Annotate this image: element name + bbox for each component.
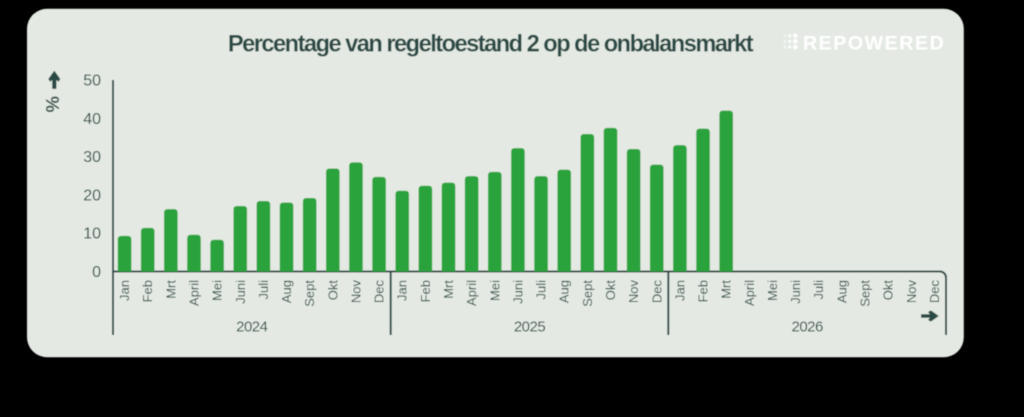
svg-text:Jan: Jan (395, 280, 410, 301)
svg-text:2026: 2026 (792, 319, 824, 336)
svg-text:Mei: Mei (210, 280, 225, 301)
svg-text:Juli: Juli (811, 280, 826, 300)
svg-text:April: April (464, 280, 479, 306)
svg-text:Dec: Dec (927, 280, 942, 304)
svg-text:April: April (742, 280, 757, 306)
svg-text:Dec: Dec (372, 280, 387, 304)
svg-text:2025: 2025 (514, 319, 546, 336)
svg-text:Mrt: Mrt (719, 280, 734, 299)
svg-text:Sept: Sept (580, 280, 595, 307)
svg-text:Okt: Okt (325, 280, 340, 301)
svg-text:Nov: Nov (904, 280, 919, 304)
svg-text:50: 50 (83, 73, 101, 90)
svg-text:Feb: Feb (140, 280, 155, 302)
svg-text:Juli: Juli (534, 280, 549, 300)
svg-text:Jan: Jan (672, 280, 687, 301)
svg-text:Nov: Nov (626, 280, 641, 304)
svg-text:Jan: Jan (117, 280, 132, 301)
svg-text:40: 40 (83, 111, 101, 128)
svg-text:Aug: Aug (557, 280, 572, 303)
svg-text:Juni: Juni (788, 280, 803, 304)
svg-text:Juni: Juni (233, 280, 248, 304)
svg-text:REPOWERED: REPOWERED (803, 32, 945, 54)
svg-text:Okt: Okt (881, 280, 896, 301)
svg-text:0: 0 (92, 264, 101, 281)
svg-text:Percentage van regeltoestand 2: Percentage van regeltoestand 2 op de onb… (228, 32, 754, 58)
svg-text:Juli: Juli (256, 280, 271, 300)
svg-text:Feb: Feb (418, 280, 433, 302)
svg-text:Aug: Aug (279, 280, 294, 303)
svg-text:10: 10 (83, 226, 101, 243)
svg-text:Mrt: Mrt (441, 280, 456, 299)
svg-text:April: April (187, 280, 202, 306)
svg-text:20: 20 (83, 187, 101, 204)
svg-text:Mei: Mei (765, 280, 780, 301)
svg-text:Sept: Sept (302, 280, 317, 307)
svg-text:Aug: Aug (834, 280, 849, 303)
svg-text:2024: 2024 (236, 319, 268, 336)
svg-text:Feb: Feb (696, 280, 711, 302)
svg-text:Dec: Dec (649, 280, 664, 304)
svg-text:Okt: Okt (603, 280, 618, 301)
svg-text:Sept: Sept (858, 280, 873, 307)
svg-text:Mei: Mei (487, 280, 502, 301)
svg-text:Nov: Nov (349, 280, 364, 304)
svg-text:30: 30 (83, 149, 101, 166)
svg-text:%: % (42, 96, 63, 112)
svg-text:Mrt: Mrt (163, 280, 178, 299)
svg-text:Juni: Juni (510, 280, 525, 304)
